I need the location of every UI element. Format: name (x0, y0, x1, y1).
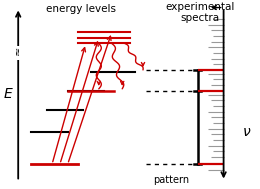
Text: $E$: $E$ (3, 88, 13, 101)
Text: pattern: pattern (154, 175, 190, 184)
Text: experimental
spectra: experimental spectra (166, 2, 235, 23)
Text: $\approx$: $\approx$ (13, 47, 23, 59)
Text: $\nu$: $\nu$ (242, 125, 252, 139)
Text: energy levels: energy levels (46, 4, 116, 14)
